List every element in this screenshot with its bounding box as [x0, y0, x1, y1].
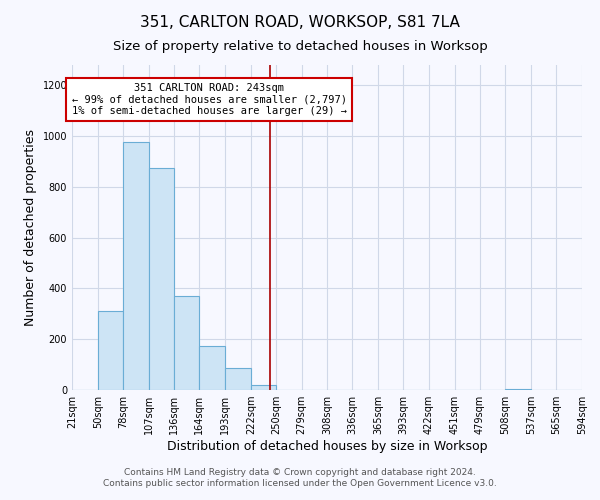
Text: 351, CARLTON ROAD, WORKSOP, S81 7LA: 351, CARLTON ROAD, WORKSOP, S81 7LA	[140, 15, 460, 30]
X-axis label: Distribution of detached houses by size in Worksop: Distribution of detached houses by size …	[167, 440, 487, 453]
Bar	[505, 388, 531, 390]
Text: Contains HM Land Registry data © Crown copyright and database right 2024.
Contai: Contains HM Land Registry data © Crown c…	[103, 468, 497, 487]
Text: Size of property relative to detached houses in Worksop: Size of property relative to detached ho…	[113, 40, 487, 53]
Bar	[98, 312, 123, 390]
Bar	[225, 368, 251, 390]
Text: 351 CARLTON ROAD: 243sqm
← 99% of detached houses are smaller (2,797)
1% of semi: 351 CARLTON ROAD: 243sqm ← 99% of detach…	[71, 83, 347, 116]
Bar	[175, 296, 199, 390]
Bar	[251, 385, 276, 390]
Bar	[123, 142, 149, 390]
Bar	[199, 346, 225, 390]
Bar	[149, 168, 175, 390]
Y-axis label: Number of detached properties: Number of detached properties	[24, 129, 37, 326]
